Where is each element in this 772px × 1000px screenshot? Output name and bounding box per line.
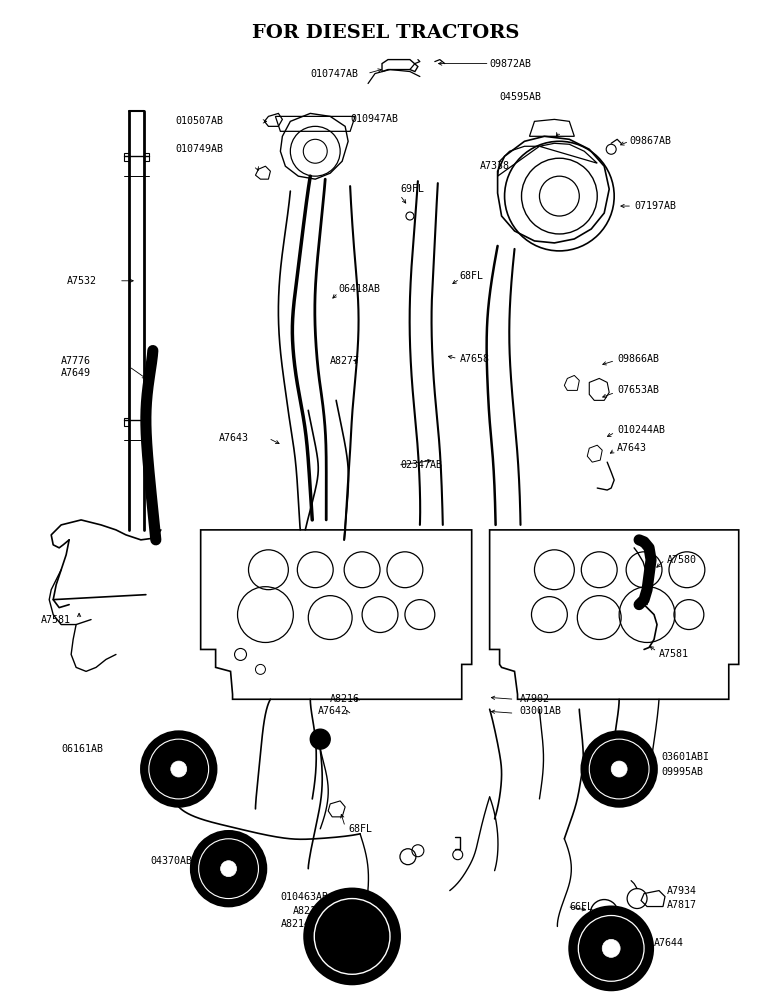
Circle shape [141,731,217,807]
Text: 09866AB: 09866AB [617,354,659,364]
Circle shape [171,761,187,777]
Text: 07197AB: 07197AB [634,201,676,211]
Text: 09867AB: 09867AB [629,136,671,146]
Text: A7642: A7642 [318,706,348,716]
Text: 010749AB: 010749AB [176,144,224,154]
Text: A8277: A8277 [330,356,361,366]
Circle shape [304,889,400,984]
Text: 010747AB: 010747AB [310,69,358,79]
Text: A7817: A7817 [667,900,697,910]
Text: 010463AB: 010463AB [280,892,328,902]
Circle shape [221,861,236,877]
Text: 07653AB: 07653AB [617,385,659,395]
Text: A8216: A8216 [330,694,361,704]
Text: 03601ABI: 03601ABI [661,752,709,762]
Text: 010947AB: 010947AB [350,114,398,124]
Text: 02347AB: 02347AB [400,460,442,470]
Text: A7643: A7643 [617,443,647,453]
Text: 66FL: 66FL [569,902,594,912]
Text: A7934: A7934 [667,886,697,896]
Text: A7658: A7658 [460,354,489,364]
Text: 04595AB: 04595AB [499,92,542,102]
Text: 68FL: 68FL [348,824,372,834]
Text: 68FL: 68FL [460,271,484,281]
Text: A7776: A7776 [61,356,91,366]
Text: 010244AB: 010244AB [617,425,665,435]
Text: A7649: A7649 [61,368,91,378]
Text: FOR DIESEL TRACTORS: FOR DIESEL TRACTORS [252,24,520,42]
Text: A7644: A7644 [654,938,684,948]
Text: A8215: A8215 [293,906,323,916]
Text: Case: Case [338,934,360,943]
Text: 010507AB: 010507AB [176,116,224,126]
Text: A8214: A8214 [280,919,310,929]
Circle shape [569,907,653,990]
Circle shape [611,761,627,777]
Text: A7580: A7580 [667,555,697,565]
Text: 06161AB: 06161AB [61,744,103,754]
Circle shape [581,731,657,807]
Text: A7643: A7643 [218,433,249,443]
Text: A7581: A7581 [659,649,689,659]
Text: 69FL: 69FL [400,184,424,194]
Circle shape [602,939,620,957]
Circle shape [191,831,266,907]
Text: A7581: A7581 [41,615,71,625]
Text: 04370AB: 04370AB [151,856,193,866]
Text: 06418AB: 06418AB [338,284,380,294]
Text: 09872AB: 09872AB [489,59,532,69]
Text: 09995AB: 09995AB [661,767,703,777]
Circle shape [310,729,330,749]
Text: 03001AB: 03001AB [520,706,561,716]
Text: A7338: A7338 [479,161,510,171]
Text: A7532: A7532 [67,276,97,286]
Text: A7902: A7902 [520,694,550,704]
